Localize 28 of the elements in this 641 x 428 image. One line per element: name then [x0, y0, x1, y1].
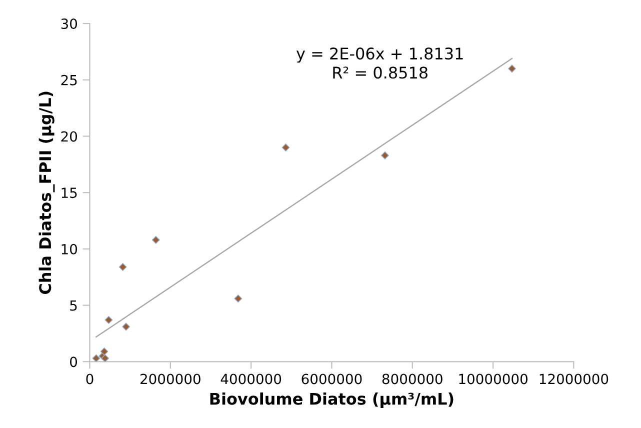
- x-tick-label: 6000000: [302, 374, 362, 384]
- point: [152, 236, 160, 244]
- point: [508, 64, 516, 73]
- y-tick-label: 10: [62, 244, 78, 254]
- x-tick-label: 0: [86, 374, 94, 384]
- x-tick-label: 10000000: [459, 374, 528, 384]
- x-axis-title: Biovolume Diatos (µm³/mL): [210, 392, 454, 408]
- y-axis-title: Chla Diatos_FPII (µg/L): [38, 92, 55, 294]
- point: [122, 322, 130, 331]
- x-tick-label: 8000000: [382, 374, 442, 384]
- annotation: y = 2E-06x + 1.8131 R² = 0.8518: [296, 47, 463, 79]
- point: [100, 348, 108, 356]
- x-tick-label: 2000000: [140, 374, 200, 384]
- point: [282, 144, 290, 152]
- point: [104, 316, 113, 324]
- x-tick-label: 12000000: [540, 374, 608, 384]
- y-tick-label: 20: [61, 131, 78, 142]
- y-tick-label: 25: [61, 74, 77, 86]
- point: [118, 263, 127, 271]
- y-tick-label: 15: [62, 188, 77, 198]
- point: [101, 354, 110, 362]
- point: [234, 294, 242, 303]
- x-tick-label: 4000000: [220, 374, 282, 384]
- y-tick-label: 30: [61, 18, 78, 30]
- point: [380, 151, 389, 160]
- y-tick-label: 0: [70, 356, 78, 368]
- y-tick-label: 5: [70, 300, 77, 311]
- point: [92, 354, 100, 362]
